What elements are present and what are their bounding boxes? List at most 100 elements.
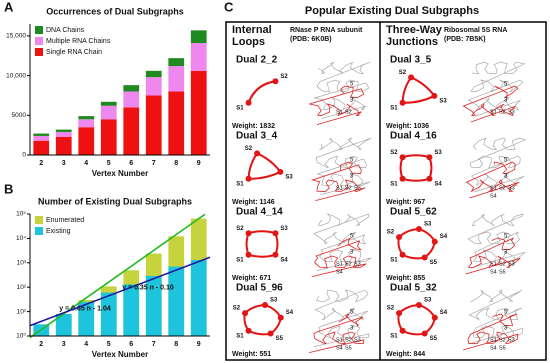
legend-label: Multiple RNA Chains	[46, 38, 111, 45]
fit-label: y = 0.65 n - 1.04	[59, 306, 111, 313]
weight-label: Weight: 967	[386, 199, 425, 206]
panel-label: C	[224, 0, 234, 14]
y-tick-label: 10⁰	[16, 333, 26, 340]
structure-node-label: S1	[490, 337, 497, 343]
graph-edge	[401, 76, 412, 103]
legend-label: DNA Chains	[46, 27, 85, 34]
y-tick-label: 15,000	[6, 33, 26, 40]
legend-swatch	[35, 216, 43, 224]
bar-segment	[190, 43, 207, 71]
node-label: S3	[270, 298, 278, 304]
node-label: S3	[424, 298, 432, 304]
weight-label: Weight: 1832	[232, 123, 275, 130]
graph-node	[399, 175, 406, 182]
structure-node-label: S5	[345, 345, 352, 351]
graph-node	[399, 251, 406, 258]
dual-graph: S1 S2	[236, 74, 288, 111]
x-tick-label: 9	[197, 341, 201, 348]
column-heading: Three-Way	[386, 24, 443, 36]
dual-name: Dual 3_4	[236, 131, 278, 142]
structure-node-label: S2	[499, 337, 506, 343]
graph-node	[431, 314, 438, 321]
structure-highlight	[311, 237, 367, 277]
column-source: (PDB: 7B5K)	[444, 36, 486, 43]
graph-node	[261, 301, 268, 308]
node-label: S3	[285, 175, 293, 181]
graph-node	[245, 175, 252, 182]
structure-node-label: S3	[354, 185, 361, 191]
bar-segment	[55, 136, 72, 155]
graph-node	[415, 301, 422, 308]
x-tick-label: 8	[174, 341, 178, 348]
structure-node-label: S2	[345, 261, 352, 267]
node-label: S3	[280, 226, 288, 232]
node-label: S3	[439, 99, 447, 105]
graph-edge	[418, 228, 436, 243]
structure-node-label: S2	[345, 337, 352, 343]
graph-node	[242, 310, 249, 317]
graph-edge	[402, 154, 430, 159]
end-label: 5'	[350, 82, 354, 88]
node-label: S2	[399, 70, 407, 76]
graph-node	[277, 314, 284, 321]
fit-label: y = 0.35 n - 0.10	[122, 285, 174, 292]
graph-edge	[256, 152, 282, 173]
graph-edge	[398, 303, 420, 314]
node-label: S2	[233, 306, 241, 312]
structure-node-label: S2	[345, 109, 352, 115]
node-label: S2	[387, 230, 395, 236]
structure-backbone	[467, 213, 526, 269]
structure-node-label: S4	[336, 345, 343, 351]
weight-label: Weight: 855	[386, 275, 425, 282]
graph-node	[254, 150, 261, 157]
graph-node	[272, 230, 279, 237]
node-label: S2	[236, 226, 244, 232]
structure-highlight	[311, 161, 366, 201]
structure-highlight	[462, 85, 519, 123]
bar-segment	[123, 107, 140, 155]
graph-edge	[402, 329, 425, 336]
x-tick-label: 4	[84, 160, 88, 167]
weight-label: Weight: 844	[386, 351, 425, 358]
structure-node-label: S3	[354, 337, 361, 343]
graph-node	[431, 92, 438, 99]
bar	[168, 266, 185, 336]
node-label: S4	[286, 310, 294, 316]
structure-highlight	[309, 85, 365, 125]
node-label: S4	[280, 257, 288, 263]
node-label: S3	[424, 222, 432, 228]
structure-backbone	[313, 213, 372, 271]
legend-label: Single RNA Chain	[46, 49, 102, 56]
graph-edge	[274, 232, 279, 256]
structure-node-label: S1	[336, 109, 343, 115]
structure-highlight	[309, 313, 365, 353]
legend-label: Existing	[46, 228, 71, 235]
graph-node	[399, 99, 406, 106]
x-tick-label: 2	[39, 341, 43, 348]
x-tick-label: 3	[62, 160, 66, 167]
fit-line	[29, 213, 206, 339]
graph-node	[277, 168, 284, 175]
end-label: 3'	[504, 98, 508, 104]
graph-edge	[399, 156, 404, 180]
structure-backbone	[314, 61, 371, 119]
y-tick-label: 5000	[12, 112, 27, 119]
graph-node	[245, 327, 252, 334]
column-heading: Junctions	[386, 36, 438, 48]
graph-node	[408, 74, 415, 81]
end-label: 3'	[350, 98, 354, 104]
fit-line	[29, 256, 211, 327]
node-label: S2	[387, 306, 395, 312]
structure-node-label: S5	[499, 269, 506, 275]
chart-title: Occurrences of Dual Subgraphs	[46, 6, 184, 16]
dual-name: Dual 5_96	[236, 283, 283, 294]
graph-edge	[398, 227, 420, 238]
structure-backbone	[468, 289, 524, 345]
node-label: S1	[236, 105, 244, 111]
bar-segment	[168, 91, 185, 155]
legend-swatch	[35, 26, 43, 34]
node-label: S2	[245, 146, 253, 152]
x-tick-label: 7	[152, 160, 156, 167]
node-label: S1	[390, 257, 398, 263]
end-label: 3'	[504, 326, 508, 332]
